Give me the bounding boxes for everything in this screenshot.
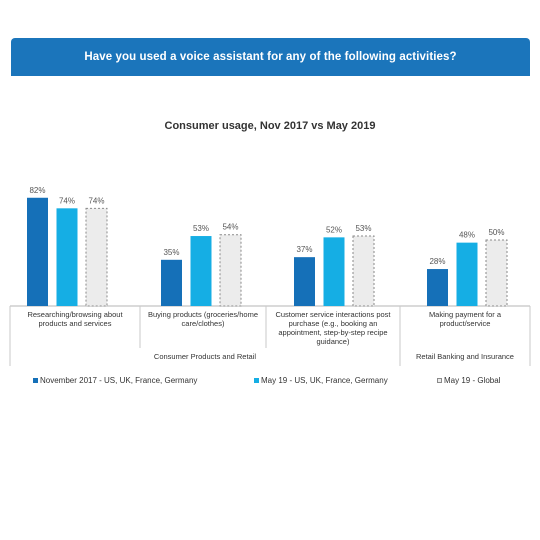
legend-item: November 2017 - US, UK, France, Germany xyxy=(33,376,197,385)
bar xyxy=(161,259,182,306)
bar xyxy=(352,235,375,307)
bar xyxy=(56,208,78,306)
legend-item: May 19 - US, UK, France, Germany xyxy=(254,376,388,385)
data-label: 74% xyxy=(88,196,104,205)
data-label: 52% xyxy=(326,225,342,234)
data-label: 37% xyxy=(296,245,312,254)
group-label: Retail Banking and Insurance xyxy=(416,352,514,361)
data-label: 74% xyxy=(59,196,75,205)
legend-item: May 19 - Global xyxy=(437,376,500,385)
bar xyxy=(85,207,108,307)
category-label: Buying products (groceries/home xyxy=(148,310,258,319)
legend-swatch xyxy=(437,378,442,383)
page-title: Have you used a voice assistant for any … xyxy=(84,51,457,63)
category-label: guidance) xyxy=(317,337,350,346)
bar xyxy=(427,269,448,306)
header-banner: Have you used a voice assistant for any … xyxy=(11,38,530,76)
category-label: purchase (e.g., booking an xyxy=(289,319,378,328)
bar xyxy=(485,239,508,307)
category-label: Researching/browsing about xyxy=(27,310,123,319)
bar xyxy=(456,242,478,306)
bar xyxy=(27,197,48,306)
data-label: 82% xyxy=(29,186,45,195)
legend-label: May 19 - Global xyxy=(444,376,501,385)
data-label: 53% xyxy=(355,224,371,233)
category-label: products and services xyxy=(39,319,112,328)
legend-label: November 2017 - US, UK, France, Germany xyxy=(40,376,198,385)
category-label: Customer service interactions post xyxy=(275,310,391,319)
category-label: care/clothes) xyxy=(182,319,225,328)
data-label: 35% xyxy=(163,248,179,257)
category-label: product/service xyxy=(440,319,491,328)
legend-swatch xyxy=(33,378,38,383)
legend-swatch xyxy=(254,378,259,383)
bar xyxy=(323,237,345,306)
data-label: 48% xyxy=(459,231,475,240)
category-label: appointment, step-by-step recipe xyxy=(278,328,387,337)
group-label: Consumer Products and Retail xyxy=(154,352,256,361)
legend-label: May 19 - US, UK, France, Germany xyxy=(261,376,388,385)
data-label: 53% xyxy=(193,224,209,233)
data-label: 28% xyxy=(429,257,445,266)
category-label: Making payment for a xyxy=(429,310,502,319)
bar xyxy=(294,257,315,306)
bar xyxy=(190,236,212,306)
data-label: 54% xyxy=(222,223,238,232)
bar xyxy=(219,234,242,307)
chart-title: Consumer usage, Nov 2017 vs May 2019 xyxy=(164,120,376,132)
data-label: 50% xyxy=(488,228,504,237)
